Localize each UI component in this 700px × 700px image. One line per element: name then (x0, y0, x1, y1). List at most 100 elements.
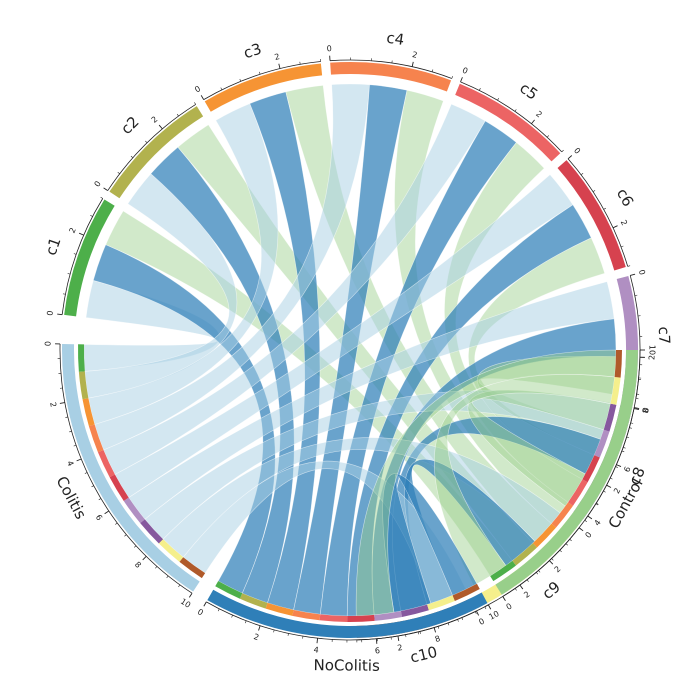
tick-label: 8 (641, 408, 651, 415)
inner-track-colitis-c9 (158, 539, 184, 562)
tick-mark (561, 149, 564, 153)
inner-track-nocolitis-c3 (265, 602, 294, 616)
tick-mark (124, 534, 127, 537)
inner-track-nocolitis-c2 (239, 593, 268, 609)
inner-track-nocolitis-c9 (427, 595, 455, 611)
tick-mark (200, 95, 205, 100)
tick-label: 2 (48, 401, 58, 408)
tick-mark (546, 135, 550, 138)
sector-label-c7: c7 (655, 326, 674, 345)
axis-line-c1 (61, 198, 104, 315)
tick-mark (59, 402, 65, 404)
tick-mark (76, 458, 82, 462)
tick-mark (69, 430, 72, 433)
tick-mark (447, 622, 450, 626)
tick-mark (258, 625, 261, 631)
sector-label-c8: c8 (625, 464, 649, 488)
tick-mark (578, 527, 582, 530)
inner-track-control-c5 (568, 479, 588, 506)
sector-label-c2: c2 (117, 113, 142, 138)
tick-mark (616, 464, 622, 468)
inner-track-colitis-c4 (88, 424, 104, 453)
tick-mark (460, 77, 463, 83)
tick-mark (104, 510, 110, 515)
tick-mark (98, 498, 102, 501)
tick-mark (634, 407, 640, 410)
tick-mark (176, 113, 179, 117)
tick-mark (549, 560, 554, 565)
tick-mark (514, 588, 517, 591)
inner-track-colitis-c5 (97, 449, 115, 478)
tick-label: 2 (150, 115, 160, 125)
tick-mark (57, 313, 63, 316)
sector-arc-c3 (204, 63, 323, 112)
inner-track-nocolitis-c4 (292, 609, 321, 621)
inner-track-colitis-c2 (78, 371, 89, 400)
tick-mark (531, 119, 535, 125)
inner-track-control-c10 (614, 350, 622, 378)
tick-mark (431, 69, 434, 72)
tick-label: 4 (313, 645, 319, 655)
tick-mark (273, 629, 275, 633)
tick-label: 0 (44, 341, 53, 346)
tick-mark (73, 253, 77, 255)
inner-track-colitis-c8 (140, 519, 164, 544)
tick-mark (178, 584, 181, 588)
tick-mark (627, 265, 631, 267)
tick-label: 0 (193, 84, 202, 94)
tick-mark (188, 592, 193, 598)
tick-mark (630, 422, 634, 424)
tick-label: 0 (326, 44, 332, 53)
inner-track-control-c4 (551, 502, 574, 528)
sector-label-c9: c9 (539, 578, 564, 603)
sector-arcs-layer (61, 61, 639, 639)
axis-line-c4 (329, 59, 452, 79)
sector-label-c3: c3 (241, 40, 263, 63)
tick-mark (514, 109, 517, 112)
tick-label: 6 (375, 646, 381, 655)
tick-mark (633, 408, 640, 410)
sector-label-c5: c5 (516, 79, 541, 104)
tick-mark (497, 97, 500, 101)
inner-track-control-c9 (610, 376, 621, 405)
tick-mark (155, 566, 158, 569)
tick-label: 0 (93, 179, 103, 188)
tick-mark (130, 155, 134, 159)
tick-mark (194, 102, 196, 105)
tick-mark (461, 617, 464, 620)
tick-mark (84, 472, 88, 474)
inner-track-nocolitis-c6 (347, 614, 375, 623)
links-layer (83, 83, 617, 617)
sector-label-c10: c10 (408, 643, 439, 667)
tick-mark (587, 515, 593, 520)
tick-mark (476, 610, 480, 616)
tick-label: 6 (622, 465, 632, 473)
axis-line-nocolitis (206, 601, 489, 641)
inner-track-nocolitis-c5 (319, 614, 348, 622)
axis-line-c2 (107, 104, 196, 191)
tick-mark (603, 490, 606, 493)
tick-mark (158, 124, 163, 130)
tick-mark (239, 78, 242, 82)
inner-track-nocolitis-c10 (452, 583, 480, 601)
tick-label: 10 (487, 609, 500, 622)
tick-label: 0 (505, 602, 514, 612)
inner-track-control-c3 (532, 523, 557, 548)
tick-mark (419, 631, 421, 634)
tick-mark (433, 627, 436, 633)
tick-mark (73, 444, 77, 447)
tick-label: 4 (65, 459, 75, 467)
sector-label-c6: c6 (613, 185, 637, 209)
tick-label: 2 (253, 632, 261, 642)
tick-label: 2 (68, 226, 78, 234)
tick-mark (484, 606, 487, 610)
tick-mark (620, 245, 624, 248)
tick-mark (65, 416, 68, 418)
inner-track-control-c2 (512, 543, 538, 566)
inner-track-colitis-c3 (82, 398, 95, 427)
tick-label: 2 (647, 355, 656, 360)
tick-mark (217, 608, 220, 612)
tick-mark (595, 503, 599, 506)
tick-label: 0 (637, 269, 647, 276)
